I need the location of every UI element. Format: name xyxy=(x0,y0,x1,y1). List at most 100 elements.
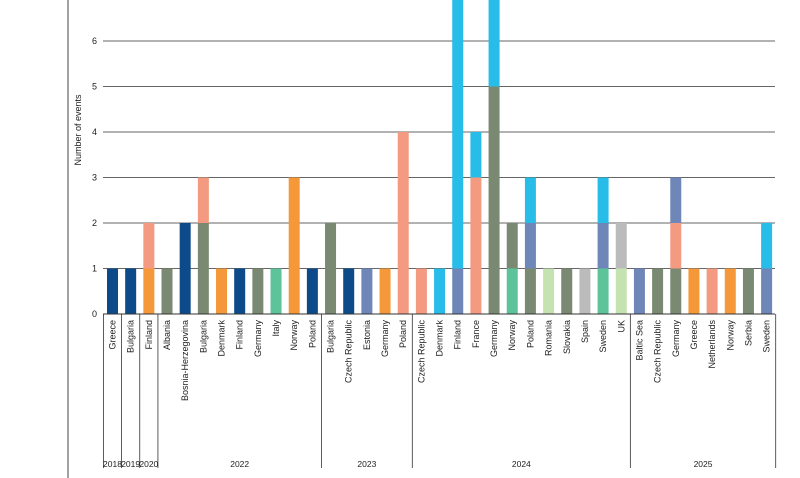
category-label: Germany xyxy=(671,320,681,358)
bar-segment xyxy=(524,223,536,269)
category-label: Slovakia xyxy=(562,320,572,354)
category-label: Italy xyxy=(271,320,281,337)
bar-segment xyxy=(397,132,409,314)
category-label: Norway xyxy=(289,320,299,351)
bar-segment xyxy=(524,268,536,314)
category-label: Czech Republic xyxy=(653,320,663,384)
axes: 0 1 2 3 4 5 6 Greece Bulgaria Finland Albania Bosni… xyxy=(67,0,777,478)
category-label: Albania xyxy=(162,320,172,350)
year-label: 2025 xyxy=(694,459,713,469)
bar-segment xyxy=(379,268,391,314)
bar-segment xyxy=(561,268,573,314)
category-label: Germany xyxy=(380,320,390,358)
bar-segment xyxy=(633,268,645,314)
bar-segment xyxy=(670,177,682,223)
bar-segment xyxy=(107,268,118,314)
bar-segment xyxy=(670,268,682,314)
category-label: Finland xyxy=(453,320,463,350)
bar-segment xyxy=(306,268,318,314)
category-label: Greece xyxy=(108,320,118,350)
bar-segment xyxy=(197,223,209,314)
bar-segment xyxy=(761,223,773,269)
bar-segment xyxy=(615,268,627,314)
bar-segment xyxy=(706,268,718,314)
category-label: Norway xyxy=(725,320,735,351)
bar-segment xyxy=(597,223,609,269)
category-label: Finland xyxy=(235,320,245,350)
category-label: Romania xyxy=(544,320,554,356)
bar-segment xyxy=(179,223,191,314)
y-tick-label: 4 xyxy=(92,127,97,137)
bar-segment xyxy=(270,268,282,314)
year-label: 2022 xyxy=(230,459,249,469)
bar-segment xyxy=(597,268,609,314)
y-tick-label: 5 xyxy=(92,82,97,92)
bar-segment xyxy=(470,177,482,314)
year-label: 2020 xyxy=(139,459,158,469)
y-tick-label: 0 xyxy=(92,309,97,319)
bar-segment xyxy=(470,132,482,178)
bar-segment xyxy=(288,177,300,314)
category-label: Denmark xyxy=(435,320,445,357)
bar-segment xyxy=(197,177,209,223)
category-label: Finland xyxy=(144,320,154,350)
category-label: Poland xyxy=(398,320,408,348)
bar-segment xyxy=(143,223,155,269)
bar-segment xyxy=(742,268,754,314)
category-label: Czech Republic xyxy=(416,320,426,384)
y-tick-label: 2 xyxy=(92,218,97,228)
bar-segment xyxy=(652,268,664,314)
category-label: Poland xyxy=(525,320,535,348)
bar-segment xyxy=(615,223,627,269)
bar-segment xyxy=(434,268,446,314)
bar-segment xyxy=(688,268,700,314)
bar-segment xyxy=(252,268,264,314)
category-label: Bosnia-Herzegovina xyxy=(180,320,190,401)
year-label: 2019 xyxy=(121,459,140,469)
y-tick-label: 1 xyxy=(92,264,97,274)
bar-segment xyxy=(506,223,518,269)
bar-segment xyxy=(597,177,609,223)
bar-segment xyxy=(506,268,518,314)
y-tick-label: 3 xyxy=(92,173,97,183)
category-label: Netherlands xyxy=(707,320,717,369)
year-label: 2023 xyxy=(357,459,376,469)
bar-segment xyxy=(415,268,427,314)
category-label: Sweden xyxy=(598,320,608,353)
bar-segment xyxy=(670,223,682,269)
bar-segment xyxy=(761,268,773,314)
category-label: UK xyxy=(616,320,626,333)
category-label: France xyxy=(471,320,481,348)
bar-segment xyxy=(143,268,155,314)
category-label: Czech Republic xyxy=(344,320,354,384)
bar-segment xyxy=(361,268,373,314)
category-label: Estonia xyxy=(362,320,372,350)
bar-segment xyxy=(524,177,536,223)
y-axis-title: Number of events xyxy=(73,94,83,166)
bar-segment xyxy=(724,268,736,314)
bar-segment xyxy=(543,268,555,314)
bar-segment xyxy=(125,268,137,314)
y-tick-label: 6 xyxy=(92,36,97,46)
year-label: 2018 xyxy=(103,459,122,469)
category-label: Germany xyxy=(253,320,263,358)
bars xyxy=(107,0,773,314)
category-label: Bulgaria xyxy=(326,320,336,353)
category-label: Denmark xyxy=(217,320,227,357)
category-label: Poland xyxy=(307,320,317,348)
bar-segment xyxy=(161,268,173,314)
category-label: Spain xyxy=(580,320,590,343)
category-label: Baltic Sea xyxy=(634,320,644,361)
year-label: 2024 xyxy=(512,459,531,469)
bar-segment xyxy=(343,268,355,314)
category-label: Sweden xyxy=(762,320,772,353)
bar-segment xyxy=(488,0,500,87)
bar-segment xyxy=(234,268,246,314)
category-label: Greece xyxy=(689,320,699,350)
category-label: Serbia xyxy=(743,320,753,346)
category-label: Bulgaria xyxy=(126,320,136,353)
bar-segment xyxy=(452,268,464,314)
bar-segment xyxy=(216,268,228,314)
category-label: Bulgaria xyxy=(198,320,208,353)
